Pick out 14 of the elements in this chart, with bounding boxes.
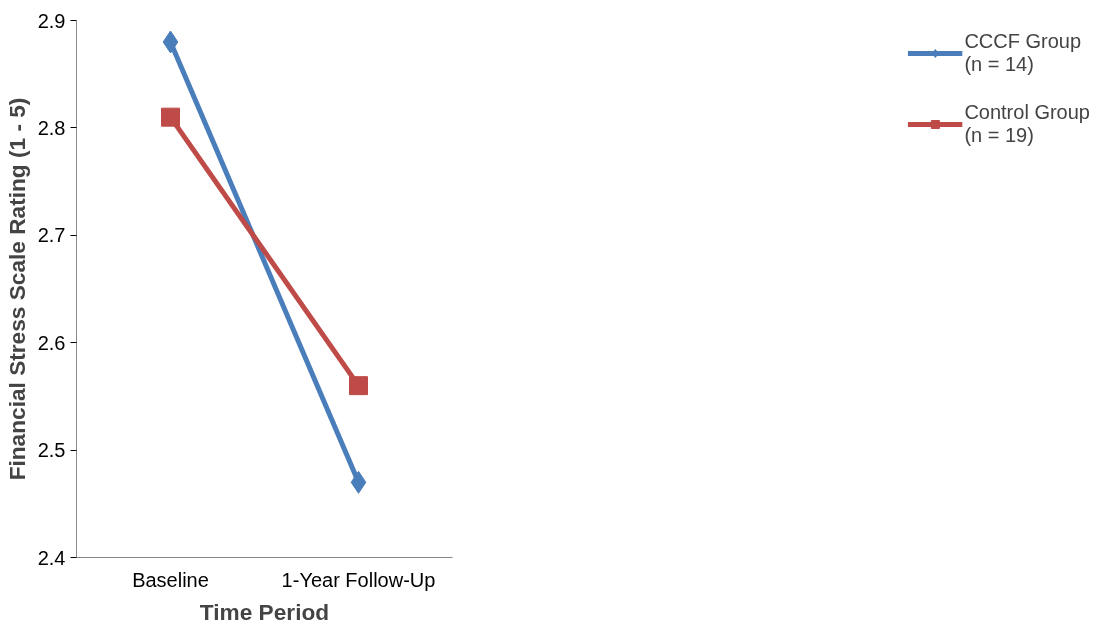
point bbox=[349, 376, 368, 396]
y-tick-label: 2.7 bbox=[37, 224, 66, 247]
y-tick-label: 2.5 bbox=[37, 439, 66, 462]
legend-label: CCCF Group (n = 14) bbox=[964, 30, 1082, 76]
x-axis-title: Time Period bbox=[199, 598, 330, 625]
y-tick-label: 2.6 bbox=[37, 331, 66, 354]
x-tick-label: Baseline bbox=[132, 568, 209, 591]
x-tick-label: 1-Year Follow-Up bbox=[281, 568, 436, 591]
legend-label: Control Group (n = 19) bbox=[964, 101, 1090, 147]
y-axis-title: Financial Stress Scale Rating (1 - 5) bbox=[3, 97, 30, 481]
point bbox=[161, 107, 180, 127]
y-tick-label: 2.4 bbox=[37, 546, 66, 569]
y-tick-label: 2.9 bbox=[37, 9, 66, 32]
y-tick-label: 2.8 bbox=[37, 116, 66, 139]
